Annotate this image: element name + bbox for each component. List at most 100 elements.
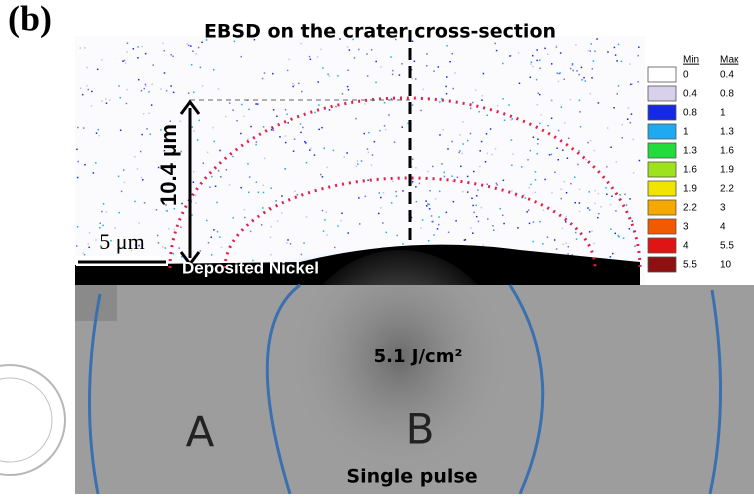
speckle-dot	[486, 133, 488, 135]
speckle-dot	[158, 242, 160, 244]
speckle-dot	[459, 150, 461, 152]
speckle-dot	[581, 67, 583, 69]
speckle-dot	[363, 133, 365, 135]
speckle-dot	[357, 160, 359, 162]
speckle-dot	[140, 151, 142, 153]
speckle-dot	[638, 55, 640, 57]
speckle-dot	[527, 159, 529, 161]
speckle-dot	[84, 47, 86, 49]
speckle-dot	[483, 73, 485, 75]
speckle-dot	[156, 209, 158, 211]
speckle-dot	[272, 73, 274, 75]
speckle-dot	[511, 139, 513, 141]
speckle-dot	[537, 104, 539, 106]
speckle-dot	[165, 210, 167, 212]
speckle-dot	[629, 198, 631, 200]
speckle-dot	[556, 45, 558, 47]
speckle-dot	[467, 140, 469, 142]
speckle-dot	[320, 49, 322, 51]
speckle-dot	[287, 122, 289, 124]
speckle-dot	[249, 176, 251, 178]
speckle-dot	[348, 89, 350, 91]
speckle-dot	[145, 84, 147, 86]
speckle-dot	[446, 93, 448, 95]
speckle-dot	[622, 124, 624, 126]
speckle-dot	[263, 126, 265, 128]
speckle-dot	[537, 153, 539, 155]
legend-max: 3	[720, 203, 726, 214]
speckle-dot	[537, 143, 539, 145]
speckle-dot	[80, 47, 82, 49]
speckle-dot	[91, 105, 93, 107]
speckle-dot	[537, 92, 539, 94]
legend-swatch	[648, 238, 676, 253]
speckle-dot	[109, 100, 111, 102]
speckle-dot	[458, 152, 460, 154]
legend-swatch	[648, 162, 676, 177]
speckle-dot	[88, 243, 90, 245]
speckle-dot	[200, 67, 202, 69]
speckle-dot	[511, 55, 513, 57]
speckle-dot	[101, 59, 103, 61]
speckle-dot	[451, 141, 453, 143]
speckle-dot	[98, 135, 100, 137]
speckle-dot	[212, 127, 214, 129]
speckle-dot	[317, 56, 319, 58]
substrate-label: Deposited Nickel	[182, 258, 319, 277]
speckle-dot	[141, 177, 143, 179]
speckle-dot	[486, 115, 488, 117]
speckle-dot	[615, 54, 617, 56]
speckle-dot	[191, 64, 193, 66]
speckle-dot	[521, 166, 523, 168]
speckle-dot	[618, 44, 620, 46]
speckle-dot	[292, 83, 294, 85]
speckle-dot	[558, 73, 560, 75]
speckle-dot	[241, 104, 243, 106]
speckle-dot	[616, 161, 618, 163]
speckle-dot	[256, 181, 257, 183]
speckle-dot	[186, 43, 188, 45]
speckle-dot	[617, 93, 619, 95]
speckle-dot	[86, 67, 88, 69]
speckle-dot	[335, 106, 337, 108]
legend-max: 5.5	[720, 241, 734, 252]
speckle-dot	[631, 113, 633, 115]
speckle-dot	[616, 60, 618, 62]
speckle-dot	[141, 46, 143, 48]
speckle-dot	[364, 103, 366, 105]
speckle-dot	[399, 74, 401, 76]
speckle-dot	[388, 114, 390, 116]
speckle-dot	[219, 150, 221, 152]
pulse-label: Single pulse	[346, 466, 477, 488]
speckle-dot	[606, 194, 608, 196]
speckle-dot	[180, 120, 182, 122]
speckle-dot	[98, 129, 100, 131]
speckle-dot	[511, 118, 512, 120]
speckle-dot	[273, 109, 275, 111]
speckle-dot	[229, 184, 231, 186]
speckle-dot	[547, 54, 549, 56]
speckle-dot	[439, 134, 441, 136]
legend-swatch	[648, 67, 676, 82]
speckle-dot	[491, 154, 493, 156]
legend-max: 2.2	[720, 184, 734, 195]
speckle-dot	[285, 109, 287, 111]
legend-min: 1	[683, 127, 689, 138]
speckle-dot	[168, 228, 170, 230]
speckle-dot	[354, 57, 356, 59]
speckle-dot	[415, 78, 417, 80]
speckle-dot	[215, 185, 217, 187]
speckle-dot	[190, 45, 192, 47]
speckle-dot	[621, 137, 623, 139]
speckle-dot	[89, 232, 91, 234]
speckle-dot	[310, 148, 312, 150]
speckle-dot	[134, 201, 136, 203]
speckle-dot	[633, 172, 635, 174]
speckle-dot	[170, 85, 172, 87]
speckle-dot	[321, 127, 323, 129]
speckle-dot	[560, 52, 562, 54]
speckle-dot	[133, 48, 135, 50]
speckle-dot	[460, 166, 462, 168]
speckle-dot	[145, 53, 147, 55]
speckle-dot	[95, 162, 97, 164]
